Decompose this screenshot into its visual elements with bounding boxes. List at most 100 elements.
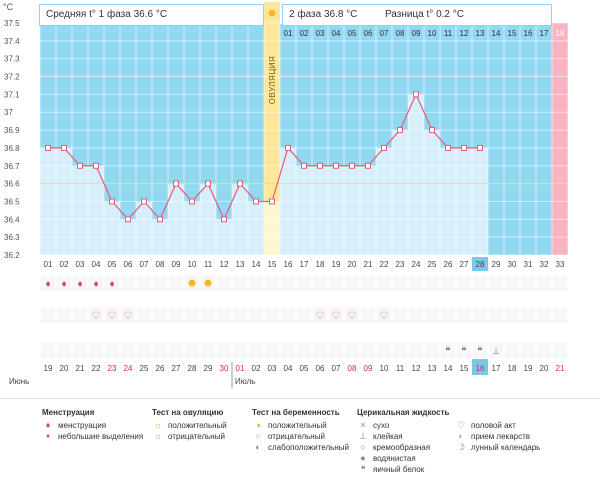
phase2-day-number: 07 [380, 29, 389, 38]
marker-cell [105, 307, 119, 323]
marker-cell [553, 342, 567, 358]
marker-cell [249, 342, 263, 358]
marker-cell [361, 275, 375, 291]
temperature-point [445, 144, 451, 151]
calendar-date: 24 [124, 364, 133, 373]
y-tick-label: 37.3 [4, 55, 20, 64]
phase2-day-number: 03 [316, 29, 325, 38]
marker-cell [217, 275, 231, 291]
temperature-point [269, 198, 275, 205]
marker-cell [153, 342, 167, 358]
marker-cell [89, 342, 103, 358]
marker-cell [505, 342, 519, 358]
calendar-date: 16 [476, 364, 485, 373]
marker-cell [313, 342, 327, 358]
marker-cell [265, 307, 279, 323]
pill-icon: ◐ [458, 431, 464, 441]
marker-cell [137, 307, 151, 323]
marker-cell [377, 307, 391, 323]
marker-cell [537, 275, 551, 291]
y-tick-label: 37.4 [4, 37, 20, 46]
marker-cell [457, 275, 471, 291]
temperature-point [173, 180, 179, 187]
marker-cell [313, 275, 327, 291]
marker-cell [393, 307, 407, 323]
marker-cell [521, 342, 535, 358]
legend-item: клейкая [373, 432, 403, 441]
marker-cell [409, 342, 423, 358]
temperature-point [77, 162, 83, 169]
marker-cell [281, 275, 295, 291]
calendar-date: 18 [508, 364, 517, 373]
calendar-date: 23 [108, 364, 117, 373]
temperature-bar [328, 165, 344, 255]
cycle-day-label: 01 [44, 260, 53, 269]
temperature-bar [296, 165, 312, 255]
marker-cell [137, 275, 151, 291]
cycle-day-label: 29 [492, 260, 501, 269]
temperature-point [317, 162, 323, 169]
marker-cell [233, 342, 247, 358]
y-tick-label: 36.3 [4, 233, 20, 242]
calendar-date: 06 [316, 364, 325, 373]
marker-cell [121, 342, 135, 358]
calendar-date: 28 [188, 364, 197, 373]
legend-item: прием лекарств [471, 432, 531, 441]
heart-icon: ♡ [380, 311, 389, 322]
cycle-day-label: 27 [460, 260, 469, 269]
phase2-day-number: 18 [556, 29, 565, 38]
y-axis-unit: °C [3, 2, 14, 12]
marker-cell [217, 307, 231, 323]
temperature-bar [248, 201, 264, 255]
marker-cell [521, 275, 535, 291]
marker-cell [57, 275, 71, 291]
calendar-date: 17 [492, 364, 501, 373]
creamy-icon: ○ [360, 442, 366, 452]
cycle-day-label: 18 [316, 260, 325, 269]
temperature-point [413, 91, 419, 98]
legend-menstruation: Менструация ♦ менструация ♦ небольшие выде… [42, 407, 143, 442]
marker-cell [489, 307, 503, 323]
legend-item: сухо [373, 421, 390, 430]
y-tick-label: 36.7 [4, 162, 20, 171]
legend-other: ♡ половой акт ◐ прием лекарств ☽ лунный кал… [455, 420, 540, 453]
marker-cell [537, 342, 551, 358]
y-tick-label: 36.8 [4, 144, 20, 153]
temperature-line [48, 92, 480, 221]
sun-icon: ☼ [153, 420, 163, 430]
cycle-day-label: 28 [476, 260, 485, 269]
marker-cell [89, 275, 103, 291]
heart-icon: ♡ [124, 311, 133, 322]
cycle-day-label: 06 [124, 260, 133, 269]
calendar-date: 21 [76, 364, 85, 373]
marker-cell [265, 342, 279, 358]
phase2-day-number: 10 [428, 29, 437, 38]
marker-cell [41, 275, 55, 291]
legend-title-cervical-fluid: Церикальная жидкость [357, 408, 450, 417]
temperature-bar [424, 130, 440, 255]
temperature-point [429, 127, 435, 134]
cycle-day-label: 16 [284, 260, 293, 269]
marker-cell [153, 275, 167, 291]
cycle-day-label: 30 [508, 260, 517, 269]
marker-cell [441, 307, 455, 323]
heart-icon: ♡ [456, 420, 466, 430]
legend-title-pregnancy-test: Тест на беременность [252, 408, 340, 417]
calendar-date: 09 [364, 364, 373, 373]
y-tick-label: 36.6 [4, 180, 20, 189]
heart-icon: ♡ [332, 311, 341, 322]
temperature-point [301, 162, 307, 169]
temperature-point [125, 216, 131, 223]
y-tick-label: 36.9 [4, 126, 20, 135]
phase2-day-number: 15 [508, 29, 517, 38]
marker-cell [201, 342, 215, 358]
cycle-day-label: 24 [412, 260, 421, 269]
marker-cell [393, 342, 407, 358]
y-tick-label: 37 [4, 108, 13, 117]
today-highlight [472, 257, 488, 271]
marker-cell [121, 307, 135, 323]
cycle-day-label: 31 [524, 260, 533, 269]
bbt-chart: 37.5 37.4 37.3 37.2 37.1 37 36.9 36.8 36.7 36.6 36… [3, 2, 569, 388]
today-date-highlight [472, 359, 488, 375]
moon-icon: ☽ [456, 442, 466, 452]
